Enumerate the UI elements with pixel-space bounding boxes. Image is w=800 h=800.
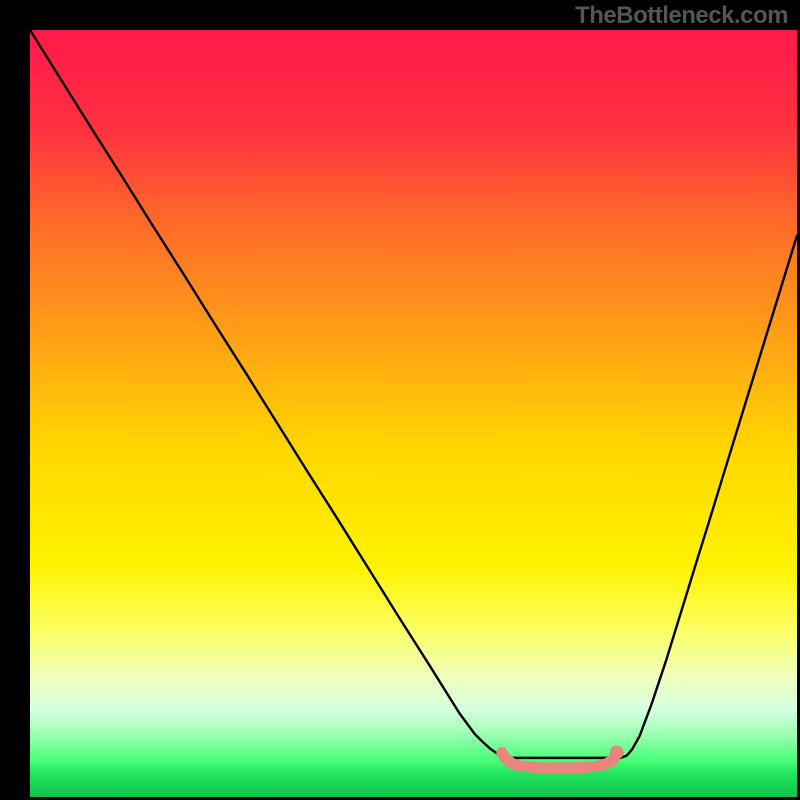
- watermark-text: TheBottleneck.com: [575, 2, 788, 30]
- plot-svg: [30, 30, 797, 797]
- chart-container: TheBottleneck.com: [0, 0, 800, 800]
- gradient-background: [30, 30, 797, 797]
- segment-end-marker: [610, 746, 624, 760]
- plot-area: [30, 30, 797, 797]
